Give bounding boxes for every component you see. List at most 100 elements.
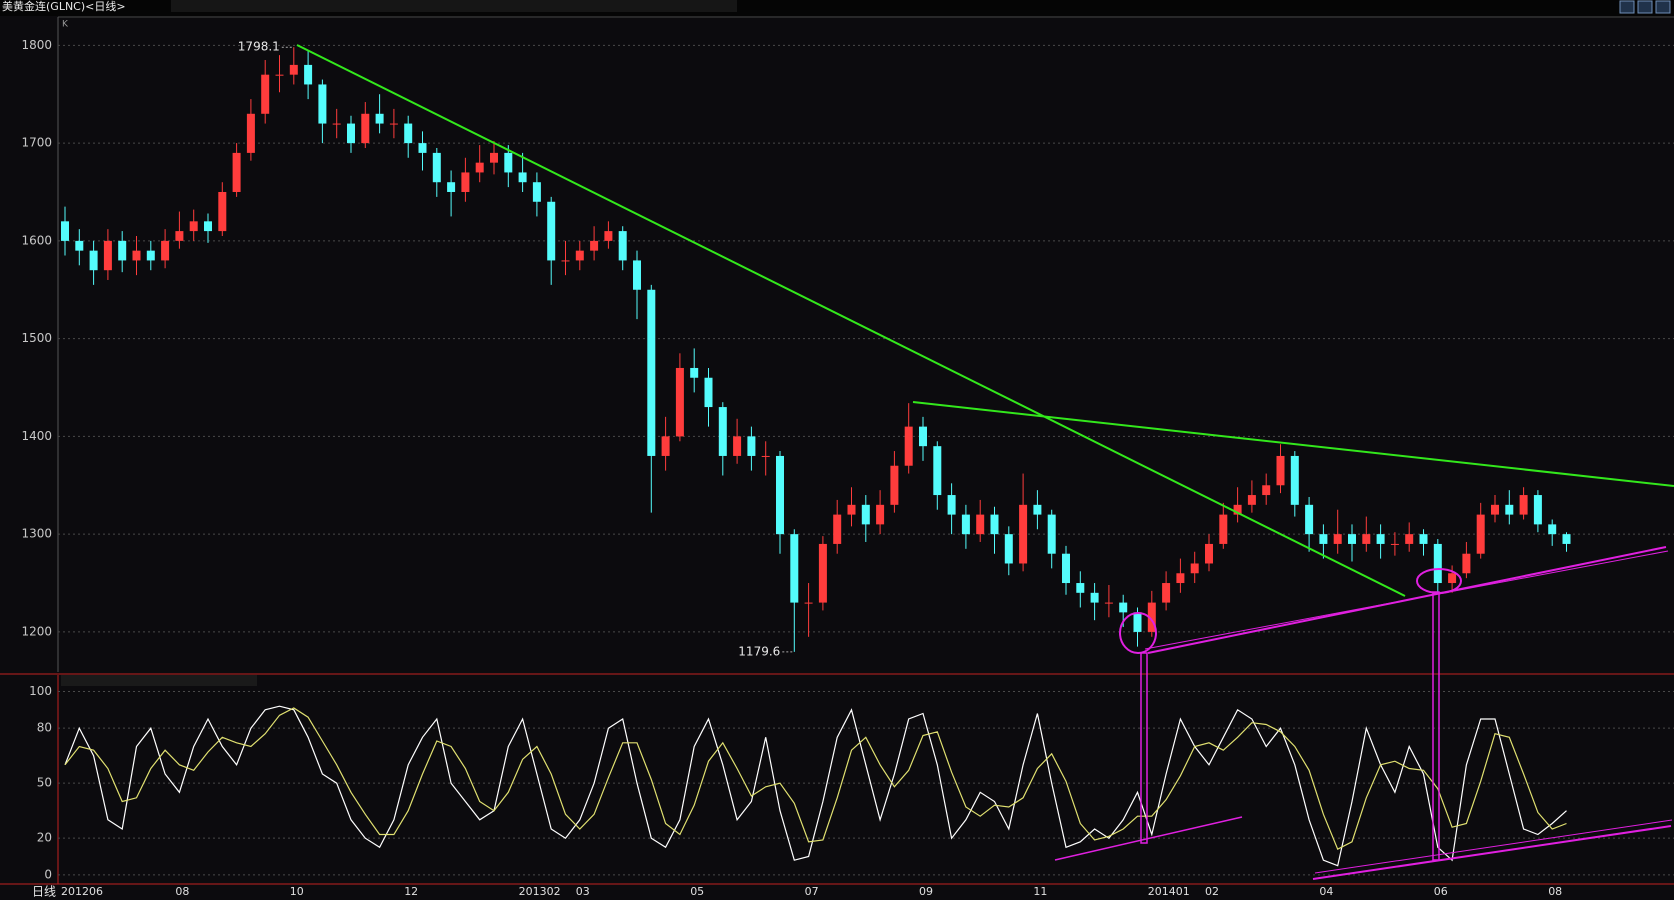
- y-tick-label: 1800: [21, 38, 52, 52]
- x-tick-label: 10: [290, 885, 304, 898]
- candle-body: [1405, 534, 1414, 544]
- candle-body: [475, 162, 484, 173]
- y-tick-label: 1400: [21, 429, 52, 443]
- x-tick-label: 08: [1548, 885, 1562, 898]
- candle-body: [189, 221, 198, 232]
- x-tick-label: 11: [1033, 885, 1047, 898]
- y-tick-label: 20: [37, 831, 52, 845]
- candle-body: [847, 504, 856, 515]
- candle-body: [1362, 534, 1371, 544]
- oscillator-line: [64, 707, 1567, 851]
- candle-body: [447, 182, 456, 192]
- candle-body: [861, 504, 870, 525]
- y-tick-label: 1200: [21, 624, 52, 638]
- trend-line: [1314, 819, 1673, 874]
- oscillator-line: [64, 705, 1567, 867]
- candle-body: [561, 260, 570, 262]
- candle-body: [675, 367, 684, 437]
- candle-body: [1119, 602, 1128, 613]
- trend-line: [1312, 825, 1672, 880]
- y-tick-label: 0: [44, 867, 52, 881]
- y-tick-label: 1500: [21, 331, 52, 345]
- x-tick-label: 201206: [61, 885, 103, 898]
- candle-body: [1505, 504, 1514, 515]
- candle-body: [161, 240, 170, 261]
- candle-body: [1476, 514, 1485, 554]
- candle-body: [790, 534, 799, 603]
- candle-body: [647, 289, 656, 456]
- candle-body: [461, 172, 470, 192]
- candle-body: [332, 123, 341, 125]
- candle-body: [89, 250, 98, 271]
- candle-body: [490, 152, 498, 163]
- divergence-link: [1140, 652, 1148, 844]
- x-tick-label: 03: [576, 885, 590, 898]
- candle-body: [661, 436, 670, 456]
- button[interactable]: [1637, 0, 1653, 14]
- candle-body: [733, 436, 742, 456]
- candle-body: [532, 182, 541, 202]
- candle-body: [690, 367, 699, 378]
- candle-body: [389, 123, 398, 125]
- candle-body: [1133, 612, 1142, 632]
- candle-body: [904, 426, 913, 466]
- candle-body: [1448, 573, 1457, 584]
- candle-body: [418, 143, 427, 153]
- y-tick-label: 1300: [21, 527, 52, 541]
- candle-body: [1047, 514, 1056, 554]
- trend-line: [296, 44, 1406, 597]
- candle-body: [704, 377, 713, 408]
- candle-body: [590, 240, 599, 251]
- candle-body: [1033, 504, 1042, 515]
- candle-body: [947, 495, 956, 515]
- marks: 1200 1300 1400 1500 1600 1700 1800 1798.1 1179.6…: [21, 38, 1674, 898]
- pane-label: K: [62, 20, 69, 30]
- candle-body: [1333, 534, 1342, 544]
- candle-body: [1147, 602, 1156, 632]
- candle-body: [961, 514, 970, 535]
- x-tick-label: 12: [404, 885, 418, 898]
- trend-lines: [296, 44, 1674, 880]
- x-tick-label: 08: [175, 885, 189, 898]
- candle-body: [1076, 583, 1085, 593]
- candle-body: [1162, 583, 1171, 603]
- candle-body: [232, 152, 241, 192]
- candle-body: [747, 436, 756, 456]
- candle-body: [275, 74, 284, 76]
- button[interactable]: [1655, 0, 1671, 14]
- candle-body: [604, 231, 613, 241]
- candle-body: [304, 64, 313, 85]
- candle-body: [1090, 592, 1099, 603]
- candle-body: [818, 543, 827, 603]
- y-tick-label: 100: [29, 684, 52, 698]
- candle-body: [361, 113, 370, 144]
- candle-body: [1419, 534, 1428, 544]
- y-tick-label: 80: [37, 721, 52, 735]
- trend-line: [1054, 816, 1243, 861]
- candle-body: [761, 455, 770, 457]
- candle-body: [890, 465, 899, 505]
- candle-body: [1205, 543, 1213, 564]
- candle-body: [75, 240, 84, 251]
- candle-body: [61, 221, 69, 241]
- annotation: 1179.6: [738, 644, 780, 658]
- candle-body: [919, 426, 927, 447]
- button[interactable]: [1619, 0, 1635, 14]
- candle-body: [1533, 495, 1542, 525]
- candle-body: [146, 250, 155, 261]
- candle-body: [1190, 563, 1199, 574]
- x-axis-title: 日线: [32, 885, 56, 899]
- x-tick-label: 07: [805, 885, 819, 898]
- candle-body: [504, 152, 513, 173]
- candle-body: [432, 152, 441, 183]
- candle-body: [1176, 573, 1185, 584]
- candle-body: [547, 201, 556, 261]
- candle-body: [518, 172, 527, 183]
- candle-body: [976, 514, 985, 535]
- candle-body: [204, 221, 212, 232]
- candle-body: [1548, 524, 1557, 535]
- x-tick-label: 06: [1434, 885, 1448, 898]
- title-bar-panel: [171, 0, 737, 12]
- candle-body: [833, 514, 842, 544]
